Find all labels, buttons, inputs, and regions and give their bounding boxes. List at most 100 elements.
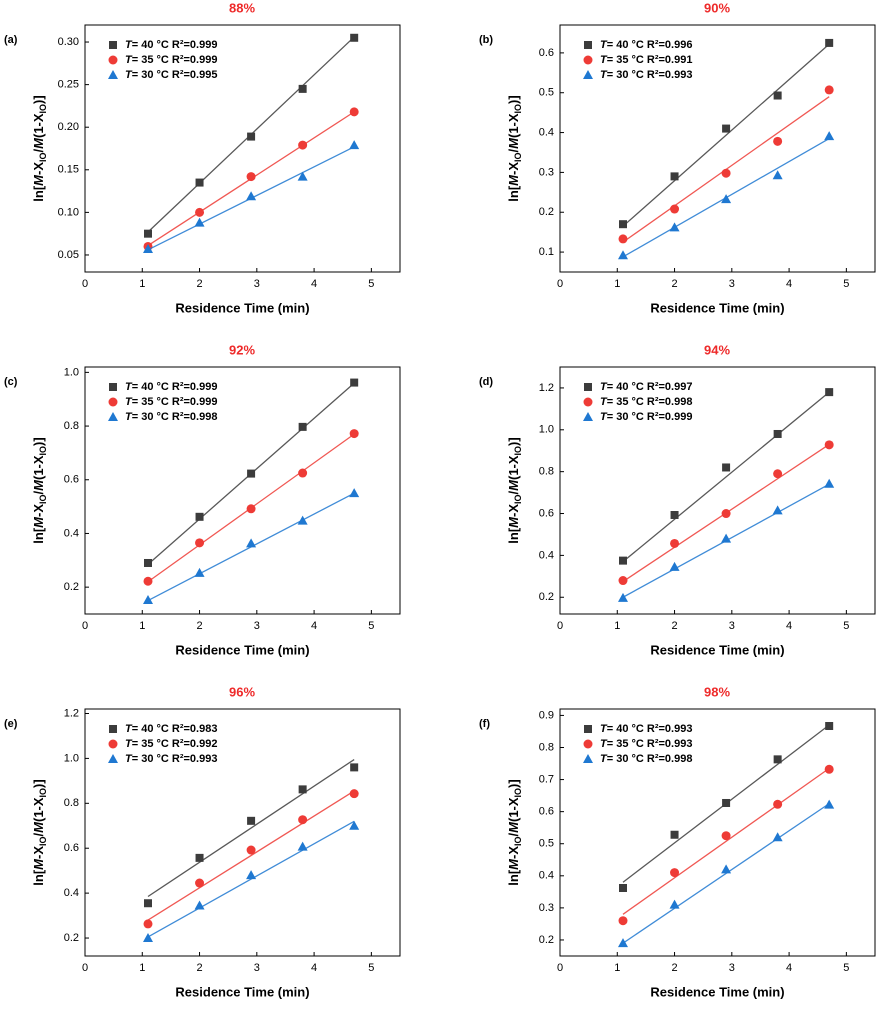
x-tick-label: 2 [196,620,202,632]
y-tick-label: 0.5 [539,838,554,850]
y-label-part: IO [513,494,523,504]
panel-title: 88% [229,0,255,15]
y-tick-label: 1.0 [64,752,79,764]
y-label-part: (1-X [506,797,521,822]
panel-label: (d) [479,376,493,388]
legend-entry: T= 40 °C R²=0.983 [125,723,217,735]
marker [825,38,834,47]
y-label-part: M [506,516,521,528]
y-label-part: IO [513,836,523,846]
y-label-part: IO [38,104,48,114]
x-tick-label: 2 [671,620,677,632]
panel-label: (e) [4,718,18,730]
panel: 90% (b) 0 1 2 3 4 5 0.1 0.2 0.3 0.4 0.5 0.6 Residence … [479,0,876,315]
marker [773,136,783,146]
legend-marker [108,397,118,407]
marker [143,595,153,605]
y-axis-label: ln[M-XIO/M(1-XIO)] [31,779,48,885]
y-tick-label: 1.0 [539,424,554,436]
y-label-part: )] [506,95,521,104]
y-label-part: IO [513,104,523,114]
legend-entry: T= 40 °C R²=0.999 [125,381,217,393]
plot-frame [84,24,401,273]
y-tick-label: 0.4 [64,887,79,899]
y-label-part: -X [31,504,46,517]
marker [246,504,256,514]
marker [773,91,782,100]
y-tick-label: 0.6 [64,474,79,486]
y-label-part: -X [506,846,521,859]
x-tick-label: 0 [557,278,563,290]
x-tick-label: 4 [786,278,792,290]
y-tick-label: 0.15 [58,164,79,176]
y-axis-label: ln[M-XIO/M(1-XIO)] [31,437,48,543]
x-axis-label: Residence Time (min) [175,984,309,999]
legend-marker [109,383,117,391]
marker [247,816,256,825]
y-tick-label: 0.8 [64,420,79,432]
x-tick-label: 1 [139,962,145,974]
marker [669,899,680,909]
legend-entry: T= 40 °C R²=0.993 [600,723,692,735]
panel-title: 92% [229,342,255,357]
y-label-part: ln[ [31,185,46,202]
marker [824,478,835,488]
fit-line [622,767,830,915]
marker [722,798,731,807]
x-axis-label: Residence Time (min) [650,300,784,315]
y-tick-label: 0.8 [539,741,554,753]
y-label-part: / [506,832,521,836]
y-label-part: (1-X [31,113,46,138]
y-tick-label: 0.6 [539,47,554,59]
y-tick-label: 0.8 [64,797,79,809]
y-label-part: ln[ [506,527,521,544]
marker [298,84,307,93]
marker [618,576,628,586]
panel-title: 90% [704,0,730,15]
y-label-part: (1-X [31,797,46,822]
marker [143,576,153,586]
marker [144,229,152,238]
y-tick-label: 0.20 [58,121,79,133]
plot-frame [559,708,876,957]
marker [824,85,834,95]
fit-line [147,790,355,921]
x-tick-label: 3 [729,278,735,290]
x-tick-label: 2 [196,962,202,974]
marker [298,468,308,478]
legend-entry: T= 35 °C R²=0.993 [600,738,692,750]
x-tick-label: 0 [82,278,88,290]
marker [349,820,360,830]
marker [194,567,205,577]
y-tick-label: 0.7 [539,773,554,785]
x-tick-label: 4 [311,278,317,290]
marker [825,722,834,731]
x-tick-label: 1 [614,278,620,290]
marker [721,194,732,204]
x-tick-label: 4 [786,620,792,632]
marker [824,440,834,450]
marker [825,388,834,397]
y-tick-label: 0.6 [64,842,79,854]
x-tick-label: 2 [671,962,677,974]
legend-marker [108,70,118,79]
marker [772,832,783,842]
y-label-part: M [506,479,521,491]
marker [618,592,628,602]
marker [773,755,782,764]
marker [670,868,680,878]
y-label-part: IO [38,836,48,846]
x-tick-label: 0 [557,962,563,974]
legend-marker [108,412,118,421]
y-tick-label: 0.10 [58,206,79,218]
x-tick-label: 1 [139,278,145,290]
marker [619,883,627,892]
y-label-part: ln[ [506,869,521,886]
y-tick-label: 0.6 [539,507,554,519]
y-label-part: / [506,490,521,494]
marker [195,853,204,862]
y-label-part: )] [506,779,521,788]
marker [349,140,360,150]
panel: 88% (a) 0 1 2 3 4 5 0.05 0.10 0.15 0.20 0.25 0.30 Resi… [4,0,401,315]
